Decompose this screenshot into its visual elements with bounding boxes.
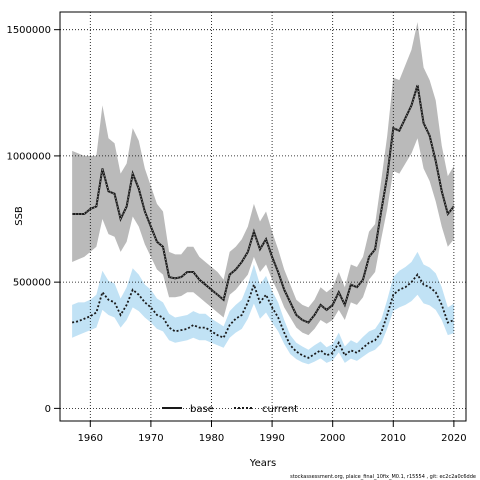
footnote: stockassessment.org, plaice_final_10fix_…: [290, 474, 476, 480]
legend-current-label: current: [262, 404, 298, 415]
line-base: [72, 84, 455, 324]
grid-lines: [60, 12, 466, 421]
series-lines: [71, 84, 455, 359]
y-axis: 0 500000 1000000 1500000: [6, 25, 60, 415]
y-tick-label-500000: 500000: [13, 278, 51, 289]
x-tick-label-1980: 1980: [199, 433, 224, 444]
x-tick-label-1970: 1970: [138, 433, 163, 444]
legend-base-label: base: [190, 404, 214, 415]
y-tick-label-1000000: 1000000: [6, 151, 51, 162]
x-tick-label-2020: 2020: [441, 433, 466, 444]
band-current: [72, 251, 454, 365]
confidence-bands: [72, 22, 454, 365]
x-axis: 1960 1970 1980 1990 2000 2010 2020: [78, 421, 467, 444]
x-tick-label-1990: 1990: [259, 433, 284, 444]
y-tick-label-1500000: 1500000: [6, 25, 51, 36]
y-axis-title: SSB: [14, 206, 25, 226]
y-tick-label-0: 0: [45, 404, 51, 415]
x-tick-label-1960: 1960: [78, 433, 103, 444]
x-tick-label-2000: 2000: [320, 433, 345, 444]
line-current: [71, 272, 455, 359]
plot-frame: [59, 11, 467, 422]
band-base: [72, 22, 454, 336]
x-axis-title: Years: [249, 458, 276, 469]
x-tick-label-2010: 2010: [381, 433, 406, 444]
legend: base current: [162, 404, 298, 415]
